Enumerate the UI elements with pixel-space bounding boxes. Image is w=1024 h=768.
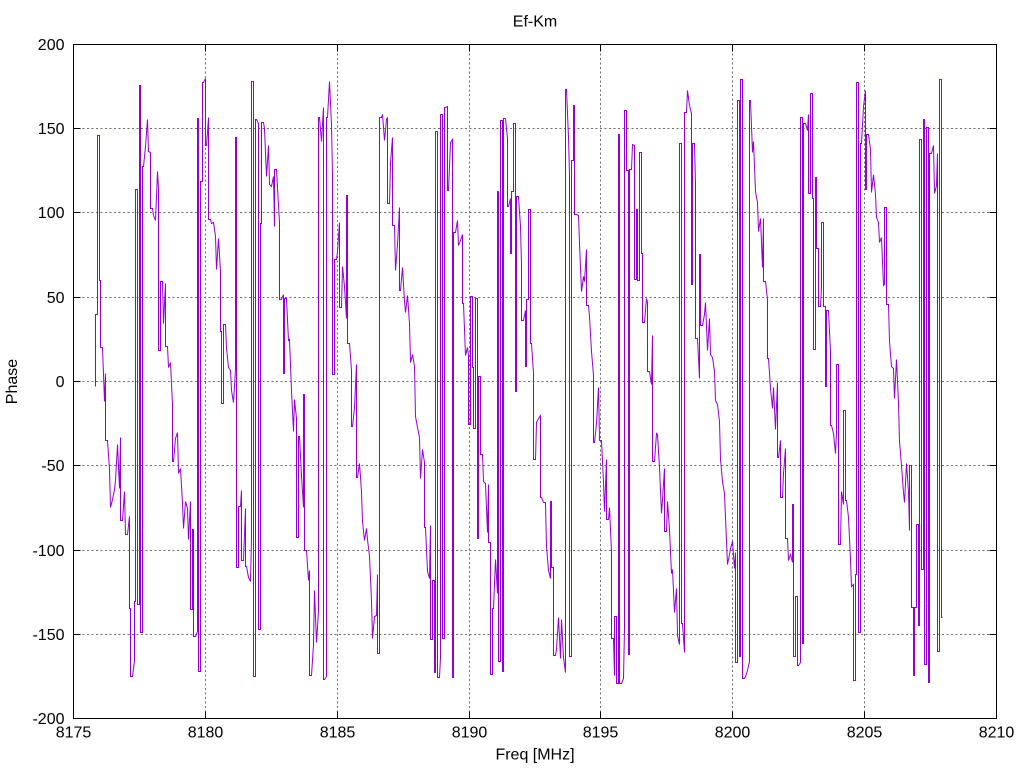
svg-text:Phase: Phase [4,359,21,404]
svg-text:Ef-Km: Ef-Km [513,14,557,31]
svg-text:8175: 8175 [56,725,92,742]
svg-text:8180: 8180 [188,725,224,742]
svg-text:8195: 8195 [583,725,619,742]
svg-text:150: 150 [38,121,65,138]
svg-text:Freq [MHz]: Freq [MHz] [495,747,574,764]
svg-text:100: 100 [38,205,65,222]
svg-text:8190: 8190 [452,725,488,742]
svg-text:8185: 8185 [320,725,356,742]
svg-text:8210: 8210 [979,725,1015,742]
svg-text:-100: -100 [32,543,64,560]
svg-text:50: 50 [47,290,65,307]
svg-text:-200: -200 [32,711,64,728]
svg-text:0: 0 [56,374,65,391]
svg-text:200: 200 [38,37,65,54]
svg-text:-150: -150 [32,627,64,644]
svg-text:-50: -50 [41,458,64,475]
svg-text:8205: 8205 [847,725,883,742]
svg-text:8200: 8200 [715,725,751,742]
